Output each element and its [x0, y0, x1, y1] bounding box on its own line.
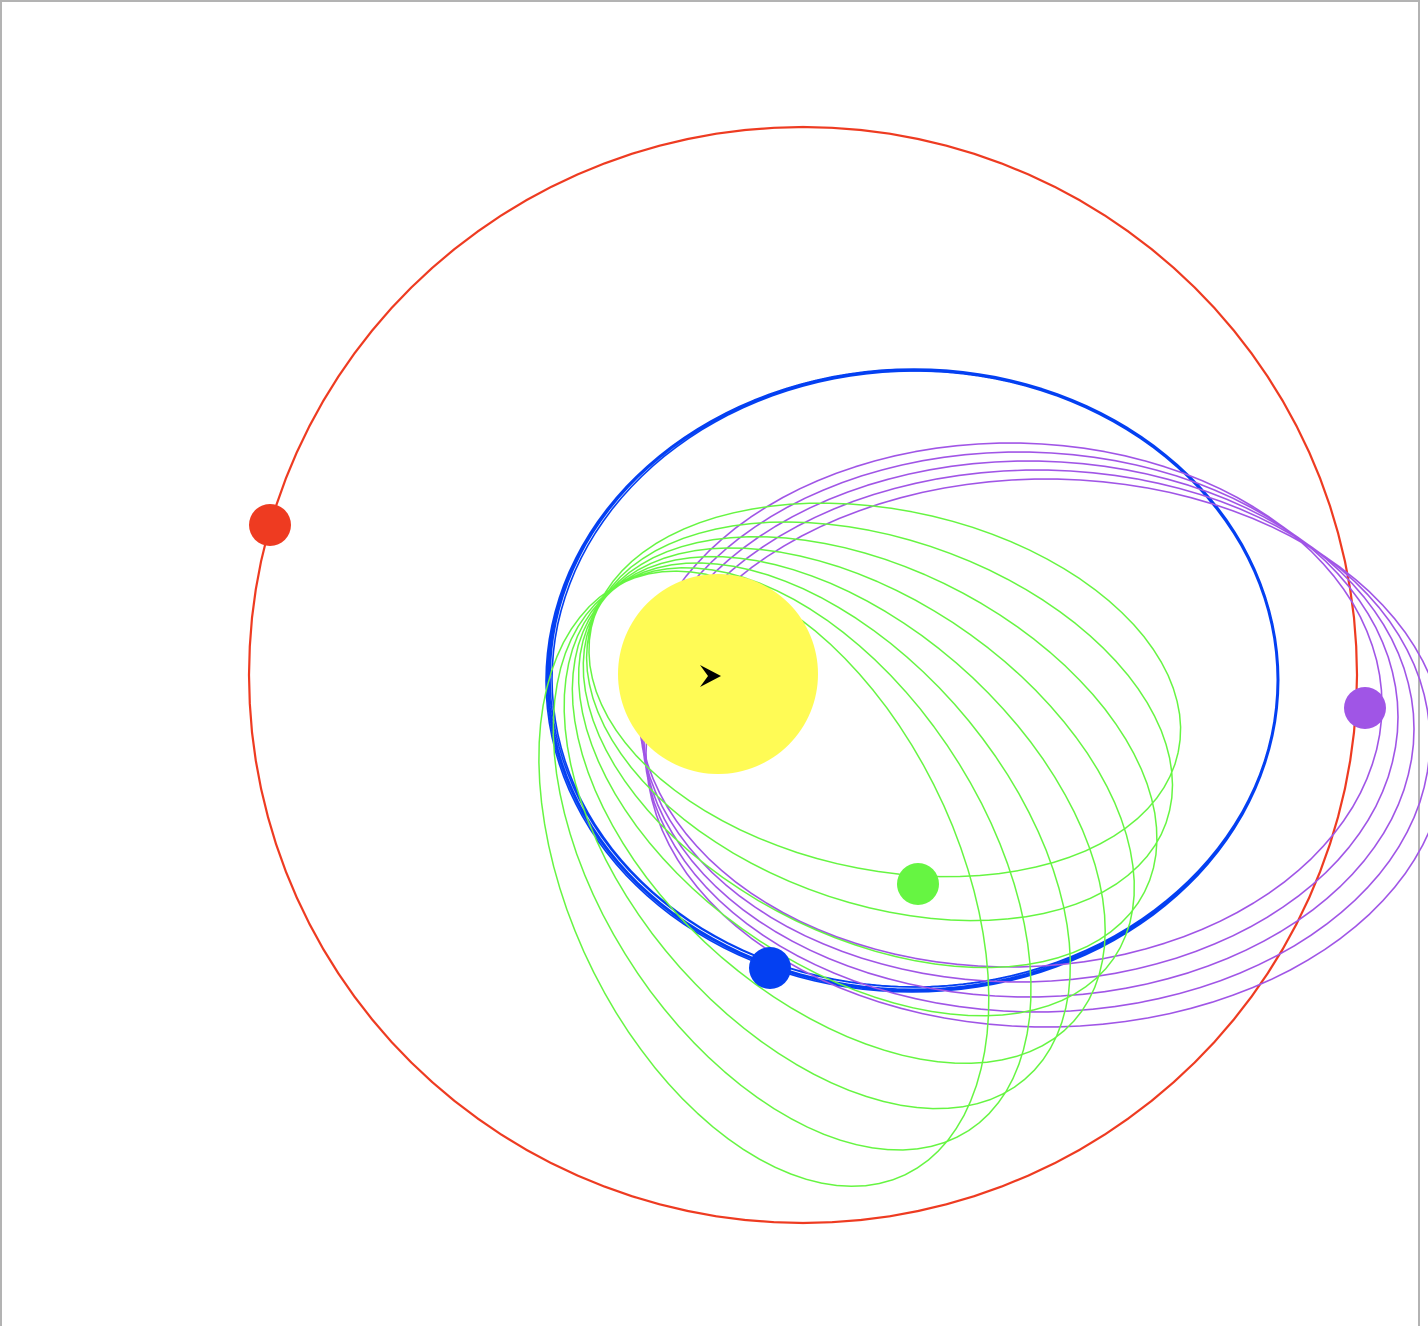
purple-planet[interactable]: [1344, 687, 1386, 729]
sun: [618, 574, 818, 774]
orbit-trails: [247, 125, 1428, 1225]
red-orbit-trail: [247, 125, 1359, 1225]
green-orbit-trail-7: [538, 570, 990, 1188]
green-planet[interactable]: [897, 863, 939, 905]
red-planet[interactable]: [249, 504, 291, 546]
blue-planet[interactable]: [749, 947, 791, 989]
arrow-cursor-icon: [700, 665, 721, 687]
blue-orbit-trail-3: [551, 370, 1279, 988]
planet-bodies: [249, 504, 1386, 989]
purple-orbit-trail-4: [645, 478, 1428, 1028]
